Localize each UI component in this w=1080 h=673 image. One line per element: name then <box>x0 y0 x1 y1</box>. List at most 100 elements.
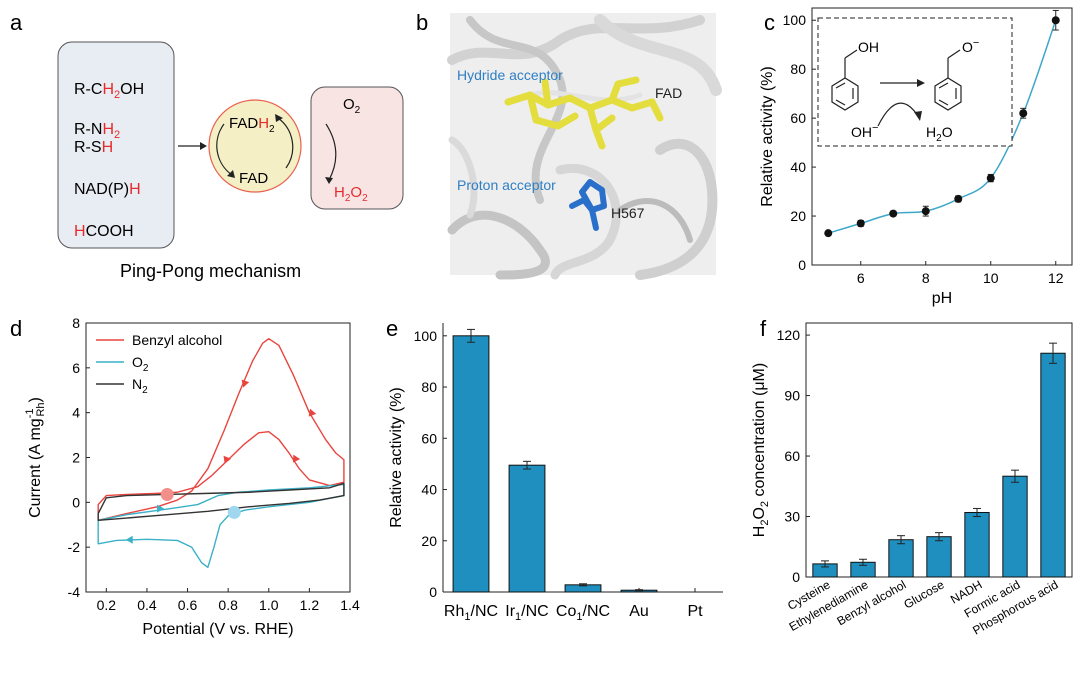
y-axis-label: Relative activity (%) <box>759 66 776 206</box>
data-point <box>986 174 995 183</box>
x-axis-label: pH <box>932 290 952 307</box>
x-tick-label: 0.8 <box>218 597 238 613</box>
y-tick-label: 90 <box>784 388 800 404</box>
data-point <box>954 194 963 203</box>
chart-c-axes: 0 20 40 60 80 100 6 8 10 12 pH Relative activity (%… <box>759 7 1073 307</box>
onset-marker <box>160 487 174 501</box>
y-tick-label: 0 <box>429 584 437 600</box>
y-tick-label: 60 <box>784 448 800 464</box>
y-tick-label: 20 <box>421 533 437 549</box>
benzyl-alcohol-structure <box>831 49 859 111</box>
cv-direction-arrow <box>241 379 250 388</box>
legend-label: Benzyl alcohol <box>132 332 222 348</box>
o2-reduction-arc <box>325 123 337 181</box>
y-tick-label: 0 <box>792 569 800 585</box>
proton-acceptor-label: Proton acceptor <box>457 177 556 193</box>
x-tick-label: Au <box>629 603 649 620</box>
fad-cycle-left-arrowhead <box>227 170 235 178</box>
y-axis-label: H2O2 concentration (μM) <box>751 363 771 537</box>
x-tick-label: 12 <box>1048 270 1064 286</box>
y-tick-label: 120 <box>777 327 801 343</box>
panel-c-letter: c <box>764 10 775 35</box>
donor-nadph: NAD(P)H <box>74 181 141 198</box>
water-label: H2O <box>926 124 953 144</box>
o2-reduction-arrowhead <box>325 177 333 184</box>
x-tick-label: Co1/NC <box>556 603 610 623</box>
panel-b-letter: b <box>416 10 428 35</box>
donor-box <box>57 41 175 249</box>
histidine-residue <box>569 179 607 231</box>
fad-label: FAD <box>239 170 268 187</box>
y-axis-label: Current (A mg-1Rh) <box>24 397 47 518</box>
x-tick-label: Pt <box>687 603 703 620</box>
cv-direction-arrow <box>125 535 133 544</box>
y-tick-label: 20 <box>790 208 806 224</box>
fad-cofactor <box>504 76 664 150</box>
panel-e: e 0 20 40 60 80 100 Relative activity (%) Rh1/N… <box>386 316 723 623</box>
y-tick-label: 60 <box>421 430 437 446</box>
inset-frame <box>817 17 1013 147</box>
bar <box>452 335 490 593</box>
chart-f-marks <box>812 342 1066 578</box>
y-tick-label: -2 <box>68 539 81 555</box>
y-tick-label: 2 <box>72 450 80 466</box>
h2o2-label: H2O2 <box>334 184 368 204</box>
data-point <box>921 207 930 216</box>
panel-e-letter: e <box>386 316 398 341</box>
fad-cycle-left-arc <box>216 123 233 176</box>
y-tick-label: 80 <box>790 61 806 77</box>
cv-curve <box>97 337 345 521</box>
panel-b: b Hydride acceptor FAD Proton acceptor <box>416 10 722 280</box>
y-tick-label: 80 <box>421 379 437 395</box>
data-point <box>889 209 898 218</box>
h567-label: H567 <box>611 205 645 221</box>
alkoxide-o-label: O− <box>962 37 979 55</box>
donor-ch2oh: R-CH2OH <box>74 81 144 101</box>
data-point <box>1019 109 1028 118</box>
x-tick-label: 10 <box>983 270 999 286</box>
panel-a: a R-CH2OH R-NH2 R-SH NAD(P)H HCOOH FADH2… <box>10 10 404 281</box>
hydride-acceptor-label: Hydride acceptor <box>457 67 563 83</box>
hydroxide-curve-arrow <box>877 102 919 127</box>
benzylate-structure <box>934 49 962 111</box>
cv-direction-arrow <box>223 455 232 464</box>
bar <box>926 536 952 578</box>
x-tick-label: Rh1/NC <box>444 603 498 623</box>
chart-e-marks <box>452 328 658 593</box>
x-tick-label: 0.2 <box>97 597 117 613</box>
oxygen-box <box>310 86 404 210</box>
data-point <box>856 219 865 228</box>
x-tick-label: 1.4 <box>340 597 360 613</box>
panel-d-letter: d <box>10 316 22 341</box>
fadh2-label: FADH2 <box>229 115 275 135</box>
x-tick-label: 1.0 <box>259 597 279 613</box>
bar <box>964 511 990 578</box>
plot-frame <box>85 322 351 593</box>
y-tick-label: 6 <box>72 360 80 376</box>
hydroxide-curve-arrowhead <box>914 111 922 121</box>
y-tick-label: 40 <box>790 159 806 175</box>
donor-sh: R-SH <box>74 139 113 156</box>
x-axis-label: Potential (V vs. RHE) <box>142 621 293 638</box>
cv-curve <box>97 482 345 521</box>
y-tick-label: -4 <box>68 584 81 600</box>
donor-nh2: R-NH2 <box>74 121 120 141</box>
y-axis-label: Relative activity (%) <box>388 387 405 527</box>
alcohol-oh-label: OH <box>858 39 879 55</box>
y-tick-label: 100 <box>414 328 438 344</box>
y-tick-label: 60 <box>790 110 806 126</box>
hydroxide-label: OH− <box>851 122 878 140</box>
panel-c: c 0 20 40 60 80 100 6 8 10 12 pH Relative activity … <box>759 7 1073 307</box>
o2-label: O2 <box>343 96 361 116</box>
chart-d-axes: -4 -2 0 2 4 6 8 0.2 0.4 0.6 0.8 1.0 1.2 1.4 Potential … <box>24 315 360 638</box>
panel-a-letter: a <box>10 10 23 35</box>
bar <box>508 464 546 593</box>
fad-structure-label: FAD <box>655 85 682 101</box>
deprotonation-arrowhead <box>917 79 925 87</box>
ping-pong-caption: Ping-Pong mechanism <box>120 261 301 281</box>
cv-direction-arrow <box>157 504 165 513</box>
chart-c-marks <box>824 9 1060 238</box>
